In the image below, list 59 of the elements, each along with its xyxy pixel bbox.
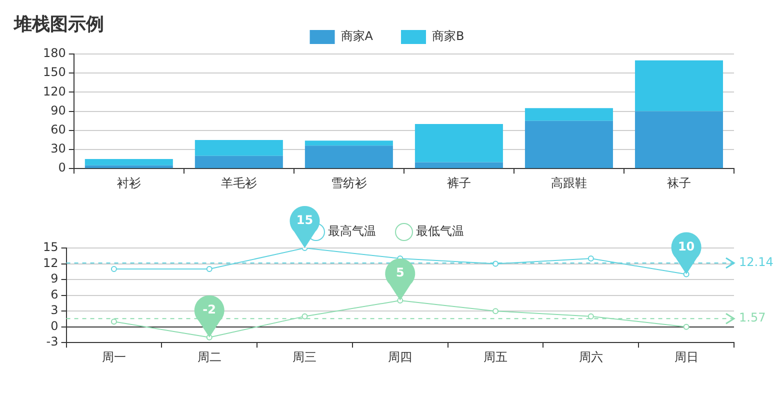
point bbox=[683, 324, 690, 330]
legend-label: 最低气温 bbox=[416, 224, 464, 238]
annotation: 15 bbox=[296, 213, 314, 228]
y-tick-label: 12 bbox=[42, 256, 58, 270]
y-tick-label: 15 bbox=[42, 240, 58, 254]
bar bbox=[634, 111, 723, 168]
y-tick-label: 0 bbox=[58, 160, 66, 175]
y-tick-label: 9 bbox=[50, 272, 58, 286]
y-tick-label: 180 bbox=[43, 46, 66, 60]
point bbox=[302, 313, 308, 320]
annotation: 5 bbox=[396, 266, 404, 280]
x-tick-label: 周日 bbox=[674, 350, 698, 364]
x-tick-label: 周三 bbox=[292, 350, 317, 364]
x-tick-label: 裤子 bbox=[446, 176, 471, 190]
annotation: 10 bbox=[678, 239, 695, 254]
point bbox=[492, 308, 499, 314]
x-tick-label: 周一 bbox=[102, 350, 126, 364]
x-tick-label: 雪纺衫 bbox=[330, 176, 367, 190]
point bbox=[588, 313, 594, 320]
bar bbox=[414, 124, 503, 162]
point bbox=[110, 318, 117, 325]
y-tick-label: 6 bbox=[50, 287, 58, 302]
x-tick-label: 周五 bbox=[484, 350, 508, 364]
y-tick-label: 0 bbox=[50, 318, 58, 333]
chart-title: 堆栈图示例 bbox=[14, 13, 104, 36]
x-tick-label: 高跟鞋 bbox=[550, 176, 587, 190]
y-tick-label: -3 bbox=[46, 334, 58, 349]
x-tick-label: 羊毛衫 bbox=[220, 176, 257, 190]
ref-line-label: 1.57 bbox=[739, 310, 766, 325]
legend-label: 商家B bbox=[432, 29, 464, 44]
point bbox=[588, 256, 594, 262]
legend-label: 商家A bbox=[340, 29, 374, 44]
bar bbox=[304, 140, 393, 146]
bar bbox=[84, 159, 173, 166]
bar bbox=[524, 108, 613, 121]
ref-line-label: 12.14 bbox=[739, 255, 774, 270]
y-tick-label: 90 bbox=[50, 103, 66, 118]
point bbox=[110, 266, 117, 272]
x-tick-label: 周六 bbox=[578, 350, 603, 364]
bar bbox=[84, 165, 173, 168]
bar bbox=[194, 156, 283, 168]
legend-label: 最高气温 bbox=[328, 224, 376, 238]
bar bbox=[524, 120, 613, 168]
x-tick-label: 衬衫 bbox=[116, 176, 141, 190]
y-tick-label: 30 bbox=[50, 142, 66, 156]
point bbox=[206, 266, 212, 272]
point bbox=[492, 260, 499, 267]
bar bbox=[304, 146, 393, 168]
bar bbox=[414, 162, 503, 168]
annotation: -2 bbox=[202, 302, 216, 316]
y-tick-label: 60 bbox=[50, 122, 66, 137]
y-tick-label: 120 bbox=[43, 84, 66, 98]
x-tick-label: 周二 bbox=[197, 350, 222, 364]
y-tick-label: 3 bbox=[50, 303, 58, 318]
y-tick-label: 150 bbox=[43, 65, 66, 80]
bar bbox=[194, 140, 283, 156]
x-tick-label: 袜子 bbox=[666, 176, 691, 190]
bar bbox=[634, 60, 723, 112]
x-tick-label: 周四 bbox=[388, 350, 412, 364]
